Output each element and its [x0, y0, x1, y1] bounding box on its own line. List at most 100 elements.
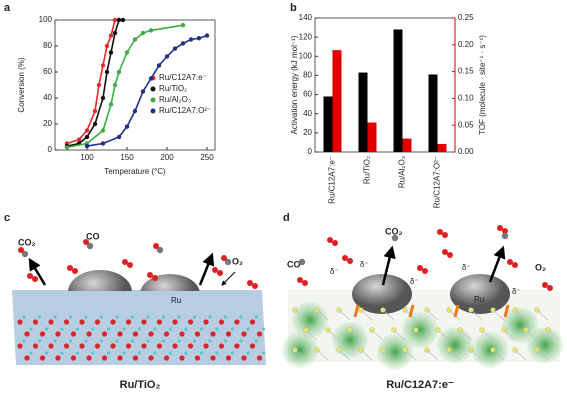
o-atom [252, 283, 258, 289]
data-point [132, 37, 138, 42]
ru-label: Ru [474, 295, 484, 304]
ti-atom [215, 327, 219, 331]
ti-atom [84, 339, 88, 343]
ti-atom [177, 315, 181, 319]
y-tick-label: 0 [308, 147, 313, 156]
oxygen-atom [187, 319, 194, 325]
data-point [84, 134, 90, 140]
x-tick-label: 200 [160, 153, 174, 162]
ti-atom [208, 339, 212, 343]
oxygen-atom [203, 319, 209, 325]
oxygen-atom [70, 355, 77, 361]
cage-edge [316, 349, 329, 361]
bar [323, 96, 333, 152]
o-atom [127, 262, 133, 268]
ti-atom [208, 315, 212, 319]
oxygen-atom [79, 319, 85, 325]
ti-atom [153, 351, 157, 355]
panel-label: d [283, 212, 290, 224]
data-point [112, 30, 118, 36]
cage-blob [282, 332, 318, 368]
ti-atom [192, 339, 197, 343]
x-tick-label: Ru/Al₂O₃ [398, 156, 407, 188]
oxygen-atom [163, 331, 170, 337]
bar [437, 143, 447, 152]
data-point [104, 69, 110, 75]
data-point [108, 33, 114, 38]
c-atom [391, 234, 399, 242]
ti-atom [99, 339, 104, 343]
ti-atom [115, 339, 119, 343]
o-atom [247, 280, 253, 286]
oxygen-atom [218, 319, 225, 325]
c-atom [156, 246, 164, 254]
cage-edge [360, 349, 373, 361]
ti-atom [137, 327, 142, 331]
oxygen-atom [70, 331, 77, 337]
panel-d: d CO₂ CO O₂ Ru δ⁻ δ⁻ δ⁻ δ⁻ δ⁻ Ru/C12A7:e… [282, 212, 563, 391]
ti-atom [239, 339, 243, 343]
ti-atom [146, 339, 150, 343]
data-point [180, 23, 186, 28]
data-point [108, 102, 114, 107]
oxygen-atom [156, 319, 163, 325]
oxygen-atom [110, 319, 116, 325]
oxygen-atom [225, 331, 232, 337]
o-atom [83, 239, 89, 245]
oxygen-atom [132, 355, 139, 361]
ti-atom [53, 315, 57, 319]
o-atom [327, 237, 333, 243]
oxygen-atom [117, 331, 123, 337]
data-point [100, 63, 106, 68]
cage-edge [371, 329, 384, 341]
cage-edge [338, 349, 351, 361]
ti-atom [246, 351, 250, 355]
data-point [116, 69, 122, 75]
bar [332, 50, 342, 152]
ru-label: Ru [171, 296, 181, 305]
cage-edge [503, 329, 516, 341]
cage-edge [382, 349, 395, 361]
electron-arrow [503, 304, 510, 318]
ti-atom [161, 315, 166, 319]
c-atom [501, 232, 509, 240]
oxygen-atom [101, 355, 108, 361]
oxygen-atom [55, 355, 61, 361]
cage-blob [527, 327, 563, 363]
x-tick-label: 250 [200, 153, 214, 162]
ti-atom [230, 351, 235, 355]
ti-atom [122, 351, 126, 355]
electron-arrow [353, 304, 360, 318]
electron-arrow [408, 304, 415, 318]
cage-edge [547, 329, 560, 341]
oxygen-atom [94, 343, 101, 349]
data-point [112, 82, 118, 88]
oxygen-atom [203, 343, 209, 349]
data-point [108, 50, 114, 55]
ti-atom [130, 315, 135, 319]
y-axis-label: Conversion (%) [17, 57, 26, 112]
o-atom [32, 276, 38, 282]
ti-atom [91, 351, 95, 355]
o-atom [217, 270, 223, 276]
cage-edge [338, 309, 351, 321]
ti-atom [99, 315, 104, 319]
data-point [188, 37, 194, 42]
oxygen-atom [179, 355, 185, 361]
c-atom [86, 242, 94, 250]
o-atom [152, 275, 158, 281]
cage-edge [360, 309, 373, 321]
oxygen-atom [256, 355, 263, 361]
y2-axis-label: TOF (molecule · site⁻¹ · s⁻¹) [478, 35, 487, 135]
data-point [76, 137, 82, 142]
y-tick-label: 60 [43, 67, 52, 76]
cage-edge [459, 329, 472, 341]
o-atom [507, 259, 513, 265]
ru-particle [352, 274, 412, 314]
o-atom [437, 229, 443, 235]
oxygen-atom [55, 331, 61, 337]
series-line [66, 19, 123, 147]
oxygen-atom [24, 331, 30, 337]
oxygen-atom [249, 319, 256, 325]
